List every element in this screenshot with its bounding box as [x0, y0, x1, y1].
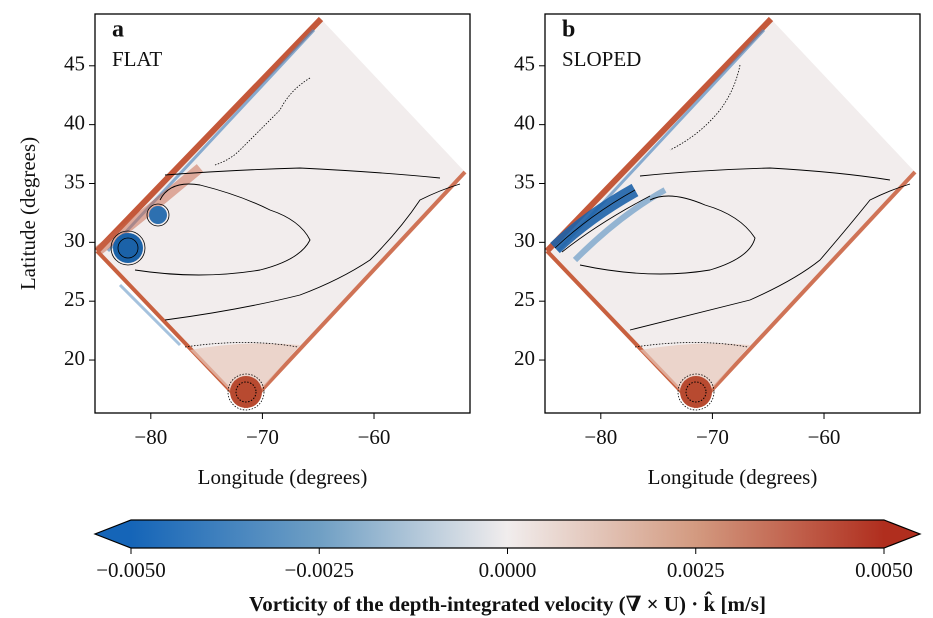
- panel-label: b: [562, 17, 575, 43]
- x-tick-label: −60: [358, 425, 391, 449]
- colorbar-tick-label: −0.0050: [96, 558, 166, 582]
- colorbar-label: Vorticity of the depth-integrated veloci…: [249, 591, 766, 616]
- y-tick-label: 40: [64, 110, 85, 134]
- y-tick-label: 20: [64, 346, 85, 370]
- colorbar-tick-label: 0.0025: [667, 558, 725, 582]
- y-tick-label: 25: [514, 287, 535, 311]
- panel-title: FLAT: [112, 47, 162, 71]
- panel-label: a: [112, 17, 124, 43]
- y-tick-label: 30: [64, 228, 85, 252]
- plot-frame: [544, 13, 921, 414]
- x-tick-label: −70: [696, 425, 729, 449]
- x-axis-label: Longitude (degrees): [648, 465, 818, 489]
- y-tick-label: 35: [514, 169, 535, 193]
- x-tick-label: −60: [808, 425, 841, 449]
- panel-title: SLOPED: [562, 47, 641, 71]
- x-tick-label: −80: [584, 425, 617, 449]
- y-axis-label: Latitude (degrees): [16, 137, 40, 290]
- field: [95, 16, 467, 411]
- x-axis-label: Longitude (degrees): [198, 465, 368, 489]
- y-tick-label: 30: [514, 228, 535, 252]
- x-tick-label: −80: [134, 425, 167, 449]
- y-tick-label: 35: [64, 169, 85, 193]
- colorbar-tick-label: −0.0025: [284, 558, 354, 582]
- y-tick-label: 45: [514, 52, 535, 76]
- colorbar: [131, 520, 884, 548]
- colorbar-tick-label: 0.0050: [855, 558, 913, 582]
- x-tick-label: −70: [246, 425, 279, 449]
- y-tick-label: 45: [64, 52, 85, 76]
- plot-frame: [94, 13, 471, 414]
- y-tick-label: 20: [514, 346, 535, 370]
- y-tick-label: 25: [64, 287, 85, 311]
- colorbar-extension: [95, 520, 131, 548]
- colorbar-extension: [884, 520, 920, 548]
- y-tick-label: 40: [514, 110, 535, 134]
- field: [545, 16, 917, 411]
- colorbar-tick-label: 0.0000: [479, 558, 537, 582]
